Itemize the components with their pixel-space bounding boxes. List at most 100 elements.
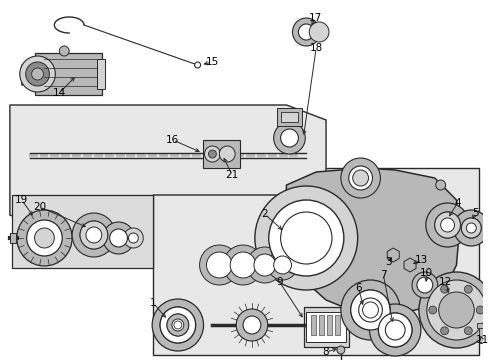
Circle shape [206, 252, 232, 278]
Circle shape [385, 320, 404, 340]
Circle shape [461, 218, 480, 238]
Circle shape [280, 212, 331, 264]
Circle shape [426, 280, 485, 340]
Text: 4: 4 [453, 198, 460, 208]
Circle shape [464, 285, 471, 293]
Circle shape [32, 68, 43, 80]
Circle shape [160, 307, 195, 343]
Text: 21: 21 [225, 170, 238, 180]
Bar [476, 323, 484, 328]
Circle shape [102, 222, 134, 254]
Bar [478, 325, 482, 343]
Circle shape [160, 307, 195, 343]
Polygon shape [21, 63, 38, 87]
Text: 5: 5 [471, 208, 478, 218]
Circle shape [425, 203, 468, 247]
Circle shape [204, 146, 220, 162]
Circle shape [418, 272, 488, 348]
Circle shape [236, 309, 267, 341]
Circle shape [174, 321, 182, 329]
Circle shape [358, 298, 382, 322]
Circle shape [86, 227, 102, 243]
Circle shape [452, 210, 488, 246]
Circle shape [434, 212, 460, 238]
Circle shape [123, 228, 143, 248]
Circle shape [208, 150, 216, 158]
Bar [10, 233, 16, 243]
Circle shape [348, 166, 372, 190]
Bar [276, 108, 302, 126]
Circle shape [80, 221, 107, 249]
Text: 12: 12 [438, 277, 451, 287]
Circle shape [194, 62, 200, 68]
Circle shape [461, 218, 480, 238]
Circle shape [440, 285, 447, 293]
Circle shape [298, 24, 314, 40]
Circle shape [428, 306, 436, 314]
Circle shape [352, 170, 368, 186]
Circle shape [223, 245, 262, 285]
Circle shape [362, 302, 378, 318]
Circle shape [340, 280, 399, 340]
Circle shape [172, 319, 183, 331]
Circle shape [350, 290, 389, 330]
Circle shape [440, 327, 447, 335]
Circle shape [17, 210, 72, 266]
Bar [304, 307, 348, 347]
Circle shape [340, 158, 380, 198]
Circle shape [27, 220, 62, 256]
Circle shape [464, 327, 471, 335]
Text: 2: 2 [261, 209, 267, 219]
Circle shape [59, 46, 69, 56]
Text: 17: 17 [308, 13, 321, 23]
Text: 3: 3 [384, 257, 391, 267]
Bar [280, 112, 298, 122]
Text: 13: 13 [414, 255, 427, 265]
Circle shape [166, 314, 188, 336]
Circle shape [80, 221, 107, 249]
Circle shape [253, 254, 275, 276]
Circle shape [475, 306, 483, 314]
Circle shape [254, 186, 357, 290]
Text: 18: 18 [309, 43, 322, 53]
Circle shape [434, 212, 460, 238]
Bar [202, 140, 240, 168]
Circle shape [199, 245, 239, 285]
Bar [305, 312, 345, 342]
Text: 10: 10 [419, 268, 432, 278]
Text: 9: 9 [276, 277, 283, 287]
Circle shape [109, 229, 127, 247]
Text: 6: 6 [355, 283, 361, 293]
Circle shape [292, 18, 320, 46]
Circle shape [152, 299, 203, 351]
Circle shape [128, 233, 138, 243]
Circle shape [230, 252, 255, 278]
Circle shape [273, 256, 291, 274]
Polygon shape [284, 168, 459, 315]
Circle shape [219, 146, 235, 162]
Circle shape [166, 314, 188, 336]
Polygon shape [12, 195, 153, 268]
Circle shape [72, 213, 115, 257]
Text: 15: 15 [205, 57, 219, 67]
Bar [326, 315, 331, 335]
Circle shape [435, 180, 445, 190]
Text: 8: 8 [322, 347, 329, 357]
Circle shape [350, 290, 389, 330]
Circle shape [440, 218, 453, 232]
Circle shape [35, 228, 54, 248]
Text: 16: 16 [166, 135, 179, 145]
Circle shape [378, 313, 411, 347]
Circle shape [336, 346, 344, 354]
Text: 20: 20 [33, 202, 46, 212]
Text: 1: 1 [149, 298, 156, 308]
Circle shape [246, 247, 282, 283]
Bar [319, 315, 324, 335]
Text: 11: 11 [474, 335, 488, 345]
Text: 14: 14 [53, 88, 66, 98]
Text: 19: 19 [15, 195, 28, 205]
Circle shape [438, 292, 473, 328]
Circle shape [280, 129, 298, 147]
Circle shape [308, 22, 328, 42]
Circle shape [378, 313, 411, 347]
